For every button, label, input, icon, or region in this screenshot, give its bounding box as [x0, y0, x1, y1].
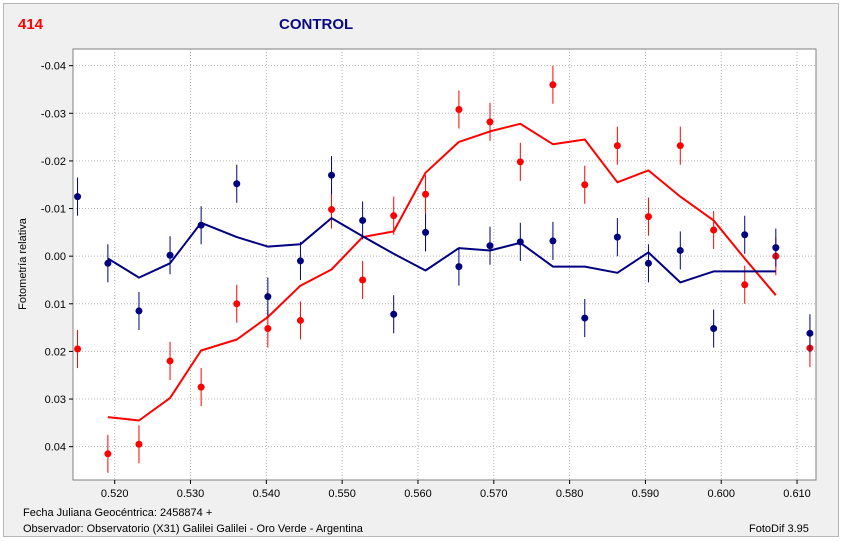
y-tick-label: 0.01 — [45, 299, 66, 311]
data-point — [676, 246, 684, 254]
data-point — [613, 233, 621, 241]
data-point — [549, 81, 557, 89]
data-point — [328, 205, 336, 213]
data-point — [741, 281, 749, 289]
data-point — [422, 228, 430, 236]
x-tick-label: 0.560 — [404, 488, 432, 500]
data-point — [359, 216, 367, 224]
object-id-label: 414 — [18, 16, 44, 33]
y-tick-label: -0.02 — [41, 156, 66, 168]
data-point — [104, 450, 112, 458]
data-point — [296, 316, 304, 324]
data-point — [486, 118, 494, 126]
data-point — [741, 231, 749, 239]
x-tick-label: 0.590 — [632, 488, 660, 500]
data-point — [422, 190, 430, 198]
series-2-line — [107, 217, 776, 284]
grid — [73, 49, 816, 480]
x-tick-label: 0.610 — [783, 488, 811, 500]
chart-title: CONTROL — [279, 16, 354, 33]
data-point — [264, 325, 272, 333]
data-point — [233, 300, 241, 308]
y-tick-label: 0.00 — [45, 251, 66, 263]
data-point — [328, 171, 336, 179]
data-point — [166, 251, 174, 259]
data-point — [581, 314, 589, 322]
x-tick-label: 0.570 — [480, 488, 508, 500]
data-point — [516, 238, 524, 246]
y-tick-label: -0.01 — [41, 204, 66, 216]
data-point — [135, 440, 143, 448]
y-tick-label: 0.03 — [45, 394, 66, 406]
data-point — [104, 259, 112, 267]
data-point — [296, 257, 304, 265]
y-tick-label: 0.04 — [45, 442, 66, 454]
y-tick-label: 0.02 — [45, 346, 66, 358]
julian-date-label: Fecha Juliana Geocéntrica: 2458874 + — [23, 507, 213, 519]
data-point — [359, 276, 367, 284]
data-point — [806, 329, 814, 337]
y-axis-title: Fotometría relativa — [17, 217, 29, 310]
data-point — [581, 181, 589, 189]
software-version: FotoDif 3.95 — [749, 523, 809, 535]
data-point — [135, 307, 143, 315]
data-point — [390, 212, 398, 220]
data-point — [455, 105, 463, 113]
data-point — [74, 193, 82, 201]
data-point — [710, 226, 718, 234]
x-tick-label: 0.600 — [707, 488, 735, 500]
data-point — [516, 158, 524, 166]
data-point — [486, 242, 494, 250]
data-point — [74, 345, 82, 353]
data-point — [197, 221, 205, 229]
x-tick-label: 0.550 — [328, 488, 356, 500]
data-point — [166, 357, 174, 365]
y-tick-label: -0.03 — [41, 108, 66, 120]
data-point — [549, 237, 557, 245]
x-axis: 0.520 0.530 0.540 0.550 0.560 0.570 0.580 0.590… — [101, 480, 811, 500]
plot-area — [72, 48, 817, 481]
series-layer — [74, 65, 814, 473]
x-tick-label: 0.540 — [253, 488, 281, 500]
x-tick-label: 0.520 — [101, 488, 129, 500]
data-point — [233, 180, 241, 188]
data-point — [197, 383, 205, 391]
x-tick-label: 0.580 — [556, 488, 584, 500]
series-1-line — [107, 122, 777, 422]
data-point — [613, 142, 621, 150]
data-point — [390, 310, 398, 318]
data-point — [710, 325, 718, 333]
y-tick-label: -0.04 — [41, 61, 66, 73]
data-point — [772, 244, 780, 252]
observer-label: Observador: Observatorio (X31) Galilei G… — [23, 523, 363, 535]
series-2 — [74, 156, 814, 353]
data-point — [264, 293, 272, 301]
data-point — [644, 259, 652, 267]
data-point — [676, 142, 684, 150]
data-point — [644, 213, 652, 221]
data-point — [455, 263, 463, 271]
x-tick-label: 0.530 — [177, 488, 205, 500]
y-axis: -0.04 -0.03 -0.02 -0.01 0.00 0.01 0.02 0.03 0.04 — [41, 61, 73, 454]
